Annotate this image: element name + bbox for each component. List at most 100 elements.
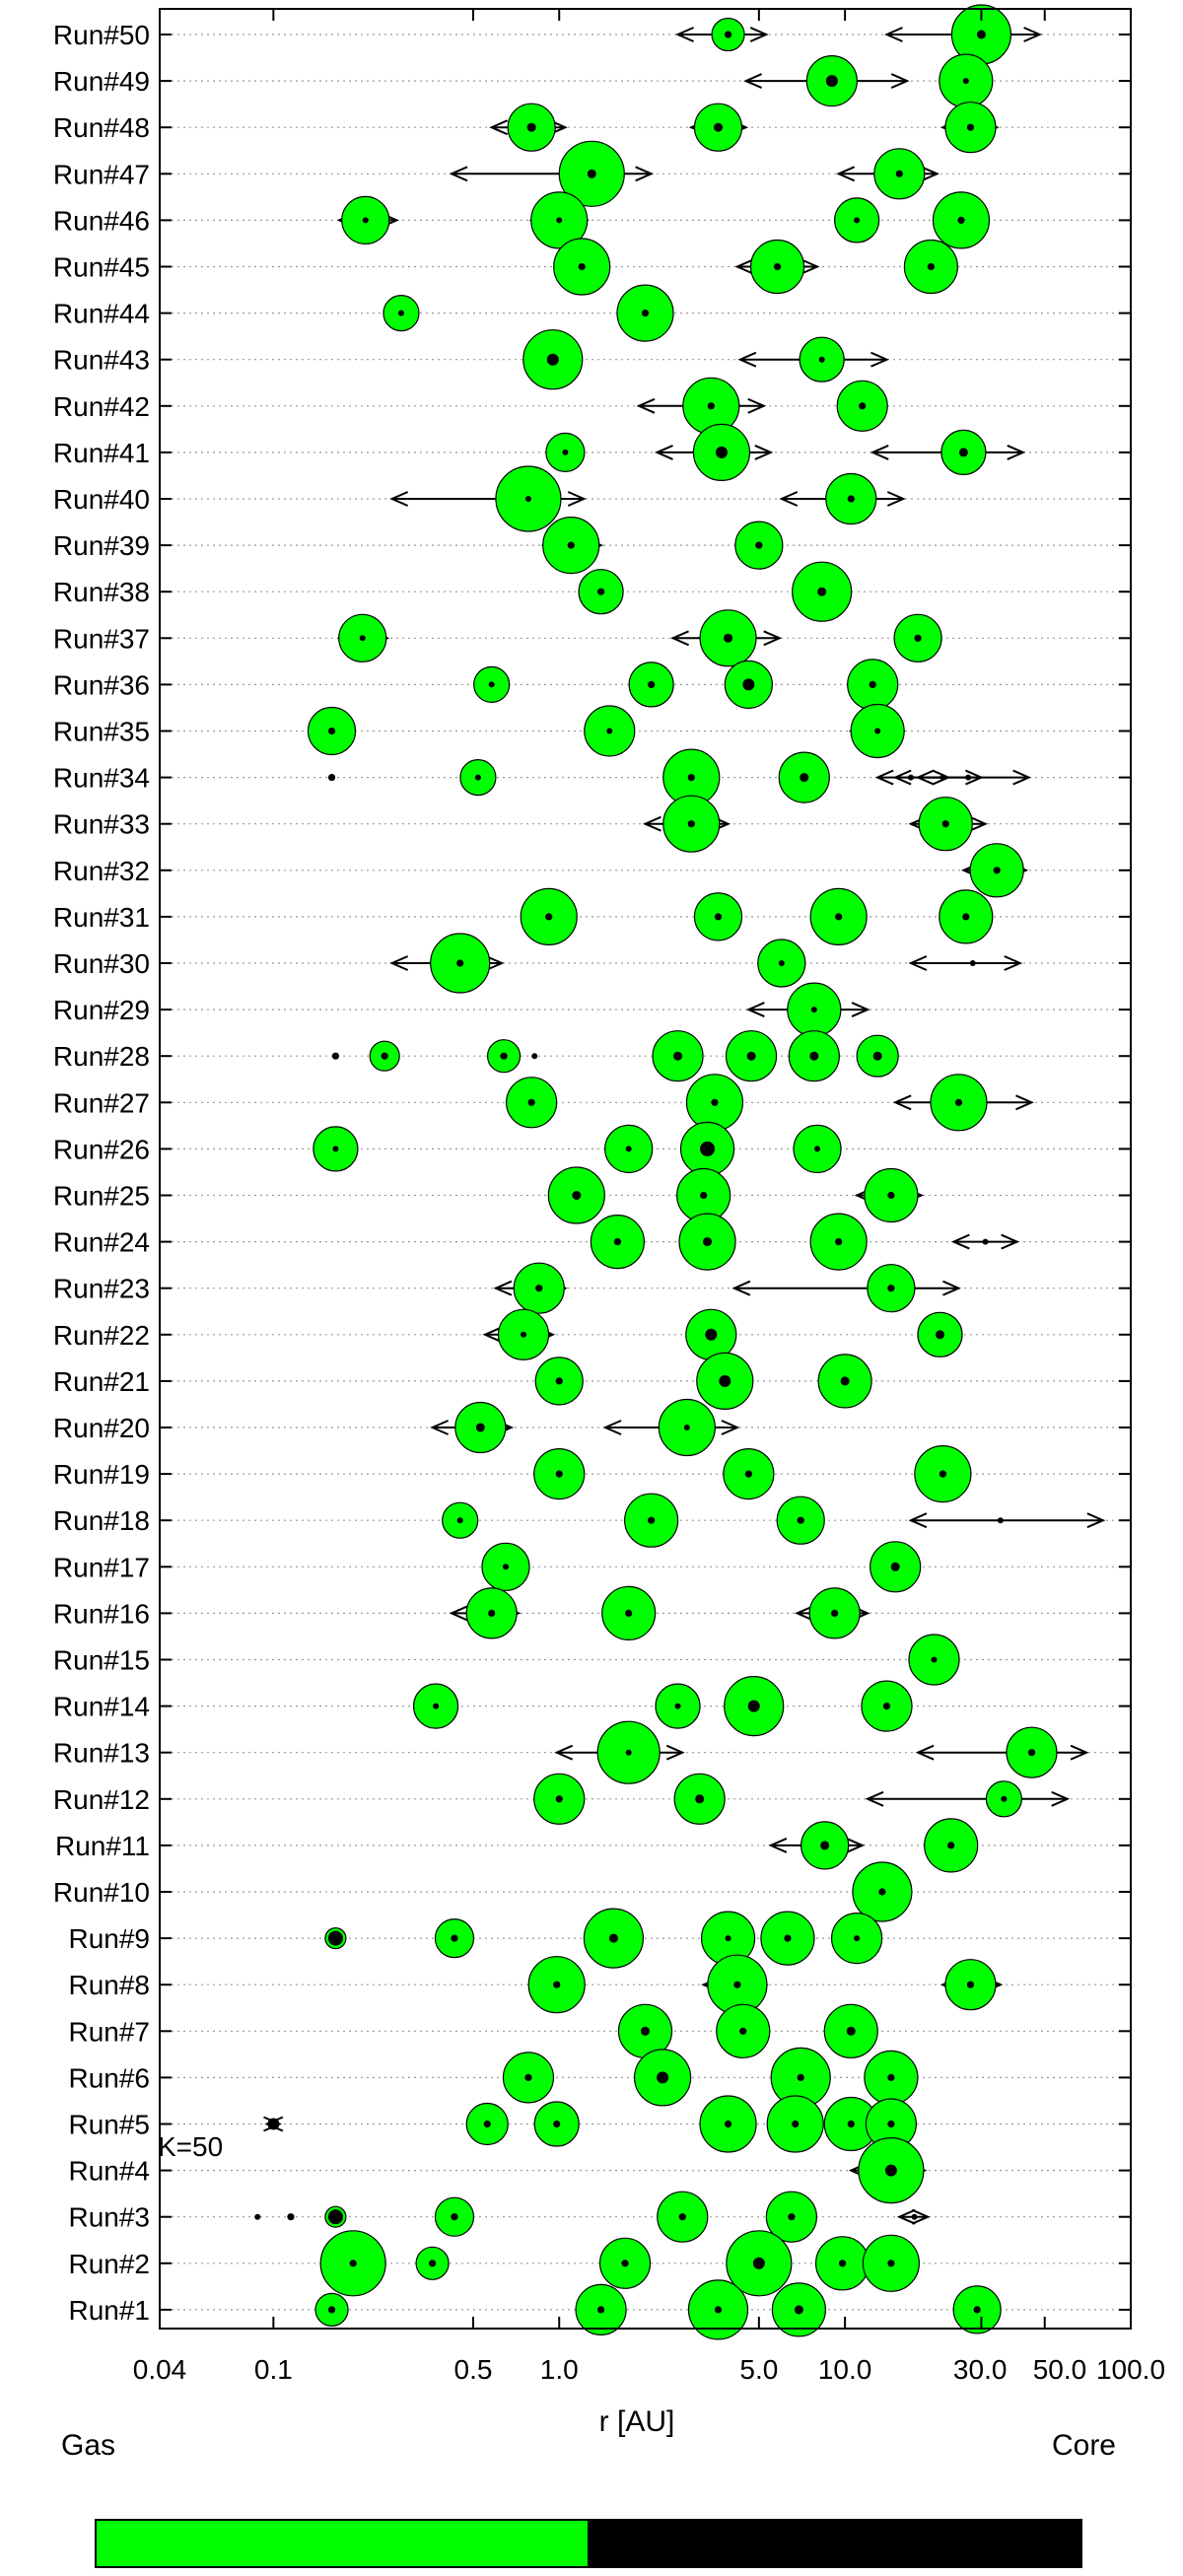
x-tick-label: 100.0 xyxy=(1096,2354,1165,2385)
range-arrowhead-left xyxy=(908,1512,928,1529)
run-label: Run#18 xyxy=(53,1505,150,1536)
range-arrowhead-left xyxy=(734,258,754,275)
planet-core xyxy=(657,2071,669,2084)
planet-core xyxy=(524,496,531,502)
range-arrowhead-left xyxy=(908,955,928,971)
range-arrowhead-right xyxy=(763,630,783,647)
planet-core xyxy=(474,774,481,781)
planet-core xyxy=(752,2257,765,2269)
planet-core xyxy=(362,217,369,224)
run-label: Run#41 xyxy=(53,438,150,468)
planet-core xyxy=(287,2213,295,2221)
range-arrowhead-left xyxy=(449,166,468,182)
planet-core xyxy=(456,1517,463,1524)
run-label: Run#2 xyxy=(68,2249,150,2279)
planet-core xyxy=(887,2073,895,2081)
planet-core xyxy=(947,1842,955,1849)
planet-core xyxy=(927,262,935,271)
planet-core xyxy=(332,1146,339,1152)
run-label: Run#17 xyxy=(53,1552,150,1582)
range-arrowhead-left xyxy=(670,630,689,647)
run-label: Run#34 xyxy=(53,763,150,794)
run-label: Run#16 xyxy=(53,1598,150,1629)
planet-core xyxy=(993,867,1001,874)
planet-core xyxy=(859,402,867,410)
planet-core xyxy=(887,2260,895,2267)
run-label: Run#8 xyxy=(68,1970,150,2000)
range-arrowhead-left xyxy=(768,1837,788,1853)
planet-core xyxy=(724,2120,732,2128)
range-arrowhead-left xyxy=(643,815,661,832)
planet-core xyxy=(747,1700,760,1712)
planet-core xyxy=(846,2026,856,2036)
planet-core xyxy=(327,727,336,735)
planet-core xyxy=(331,1052,340,1060)
planet-core xyxy=(596,588,605,595)
run-label: Run#3 xyxy=(68,2202,150,2233)
planet-core xyxy=(724,31,732,38)
run-label: Run#5 xyxy=(68,2110,150,2140)
planet-core xyxy=(327,1930,343,1946)
planet-core xyxy=(545,913,553,921)
planet-core xyxy=(587,169,596,178)
planet-core xyxy=(606,728,613,734)
range-arrowhead-right xyxy=(870,351,889,368)
planet-core xyxy=(890,1562,900,1571)
planet-core xyxy=(744,1470,752,1478)
range-arrowhead-left xyxy=(836,166,856,182)
planet-core xyxy=(800,773,809,783)
colorbar xyxy=(95,2519,1082,2568)
planet-core xyxy=(707,402,715,410)
planet-core xyxy=(878,1888,886,1896)
range-arrowhead-left xyxy=(892,769,912,786)
run-label: Run#21 xyxy=(53,1366,150,1397)
range-arrowhead-right xyxy=(800,258,820,275)
run-label: Run#49 xyxy=(53,66,150,97)
planet-core xyxy=(809,1051,819,1061)
planet-core xyxy=(814,1146,821,1152)
planet-core xyxy=(531,1053,538,1060)
range-arrowhead-left xyxy=(389,491,409,507)
planet-core xyxy=(854,1935,861,1942)
range-arrowhead-right xyxy=(1070,1744,1089,1761)
colorbar-core-segment xyxy=(588,2519,1082,2568)
planet-core xyxy=(359,635,366,642)
colorbar-core-label: Core xyxy=(1052,2429,1116,2462)
run-label: Run#50 xyxy=(53,20,150,50)
planet-core xyxy=(687,820,695,828)
plot-frame xyxy=(159,8,1132,2330)
planet-core xyxy=(678,2213,686,2221)
planet-markers xyxy=(254,4,1058,2340)
planet-core xyxy=(703,1237,713,1247)
range-arrowhead-right xyxy=(635,166,655,182)
range-arrowhead-left xyxy=(745,1002,765,1018)
run-label: Run#20 xyxy=(53,1413,150,1443)
run-label: Run#9 xyxy=(68,1923,150,1954)
range-arrowhead-right xyxy=(1012,769,1032,786)
range-arrowhead-right xyxy=(846,1837,866,1853)
planet-core xyxy=(982,1238,989,1245)
planet-core xyxy=(683,1425,690,1430)
planet-core xyxy=(895,170,903,177)
range-arrowhead-right xyxy=(665,1744,685,1761)
run-label: Run#11 xyxy=(55,1831,150,1861)
planet-core xyxy=(997,1517,1004,1524)
planet-core xyxy=(429,2260,437,2267)
run-label: Run#35 xyxy=(53,717,150,747)
run-label: Run#31 xyxy=(53,902,150,933)
planet-core xyxy=(674,1703,681,1709)
range-arrowhead-left xyxy=(865,1790,884,1807)
x-tick-label: 10.0 xyxy=(818,2354,872,2385)
planet-core xyxy=(931,1656,938,1663)
range-arrowhead-left xyxy=(264,2116,284,2132)
planet-core xyxy=(969,960,976,966)
range-arrowhead-right xyxy=(754,444,774,460)
run-labels: Run#50 Run#49 Run#48 Run#47 Run#46 Run#45 Run#… xyxy=(53,20,150,2326)
range-arrowhead-left xyxy=(675,27,694,42)
x-tick-label: 30.0 xyxy=(953,2354,1008,2385)
planet-core xyxy=(794,2305,803,2315)
planet-core xyxy=(349,2260,357,2267)
planet-core xyxy=(746,1051,756,1061)
planet-core xyxy=(884,2164,897,2177)
range-arrowhead-right xyxy=(921,166,940,182)
